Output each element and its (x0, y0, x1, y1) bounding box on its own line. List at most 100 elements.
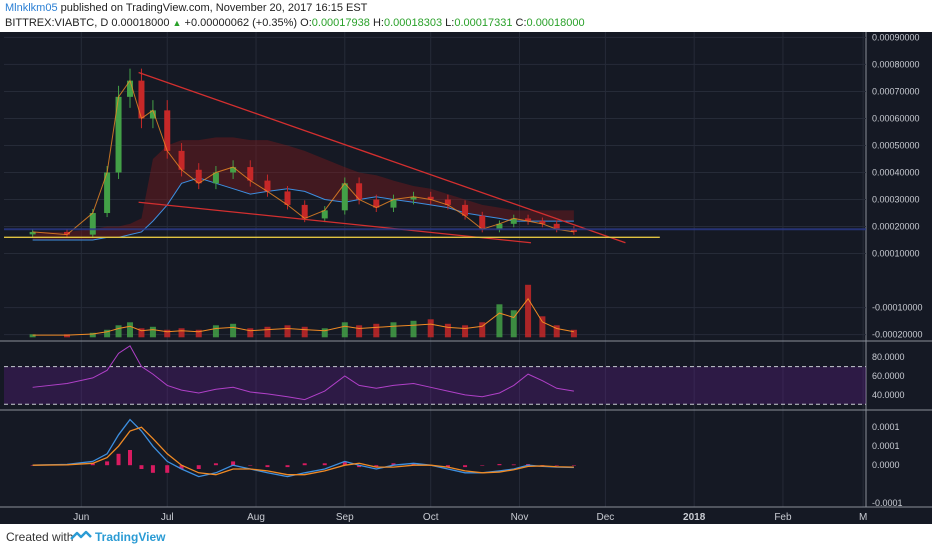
candle-body (553, 223, 560, 230)
macd-hist-bar (231, 461, 236, 466)
volume-bar (553, 325, 560, 338)
volume-bar (212, 325, 219, 338)
author-link[interactable]: Mlnklkm05 (5, 2, 58, 14)
price-axis-tick: 0.00030000 (872, 195, 920, 205)
macd-hist-bar (511, 464, 516, 466)
volume-bar (496, 304, 503, 338)
open-label: O: (300, 17, 312, 29)
candle-body (164, 110, 171, 151)
high-value: 0.00018303 (383, 17, 443, 29)
ichimoku-cloud (32, 137, 574, 241)
published-text: published on TradingView.com, November 2… (60, 2, 368, 14)
macd-axis-tick: -0.0001 (872, 498, 903, 508)
up-arrow-icon: ▲ (172, 18, 182, 28)
candle-body (356, 183, 363, 200)
price-axis-tick: 0.00040000 (872, 167, 920, 177)
candle-body (149, 110, 156, 119)
rsi-axis-tick: 60.0000 (872, 371, 905, 381)
trading-chart[interactable]: 0.00090000 0.00080000 0.00070000 0.00060000… (0, 32, 932, 524)
macd-hist-bar (480, 465, 485, 466)
price-axis-tick: -0.00020000 (872, 330, 923, 340)
volume-bar (410, 320, 417, 338)
macd-hist-bar (179, 465, 184, 469)
macd-hist-bar (248, 465, 253, 466)
candle-body (427, 196, 434, 200)
tradingview-brand[interactable]: TradingView (95, 530, 166, 544)
low-value: 0.00017331 (454, 17, 513, 29)
footer: Created with TradingView (0, 524, 932, 550)
time-axis-label: Oct (423, 512, 439, 523)
tradingview-logo-icon (70, 530, 92, 540)
time-axis-label: Feb (774, 512, 792, 523)
macd-hist-bar (302, 463, 307, 466)
candle-body (195, 169, 202, 184)
price-ma-line (32, 79, 574, 236)
rsi-axis-tick: 80.0000 (872, 352, 905, 362)
volume-bar (89, 332, 96, 338)
macd-hist-bar (105, 461, 110, 466)
candle-body (390, 199, 397, 208)
candle-body (462, 204, 469, 216)
volume-bar (444, 323, 451, 338)
time-axis-label: Dec (596, 512, 614, 523)
kijun-line (32, 177, 574, 241)
candle-body (539, 221, 546, 224)
volume-bar (510, 310, 517, 338)
macd-line (32, 418, 574, 478)
price-axis-tick: 0.00090000 (872, 32, 920, 42)
volume-bar (390, 322, 397, 338)
candle-body (247, 167, 254, 181)
macd-axis-tick: 0.0001 (872, 422, 900, 432)
macd-hist-bar (196, 465, 201, 469)
volume-bar (104, 329, 111, 338)
candle-body (29, 231, 36, 235)
volume-bar (284, 325, 291, 338)
lower-trendline (138, 201, 532, 244)
candle-body (301, 204, 308, 219)
macd-hist-bar (128, 450, 133, 466)
macd-hist-bar (391, 463, 396, 466)
candle-body (525, 218, 532, 222)
volume-bar (164, 329, 171, 338)
volume-bar (178, 328, 185, 338)
candle-body (89, 213, 96, 235)
open-value: 0.00017938 (311, 17, 370, 29)
time-axis-label: 2018 (683, 512, 706, 523)
volume-bar (264, 326, 271, 338)
volume-bar (115, 325, 122, 338)
candle-body (479, 215, 486, 230)
candle-body (264, 180, 271, 192)
macd-hist-bar (90, 463, 95, 466)
volume-bar (149, 326, 156, 338)
price-axis-tick: 0.00020000 (872, 222, 920, 232)
macd-hist-bar (322, 463, 327, 466)
candle-body (570, 229, 577, 232)
candle-body (321, 210, 328, 219)
close-label: C: (515, 17, 527, 29)
macd-hist-bar (285, 465, 290, 468)
symbol-label: BITTREX:VIABTC, D (5, 17, 109, 29)
macd-hist-bar (571, 465, 576, 466)
rsi-axis-tick: 40.0000 (872, 390, 905, 400)
macd-hist-bar (357, 465, 362, 468)
volume-bar (539, 316, 546, 338)
macd-hist-bar (445, 465, 450, 468)
chart-header: Mlnklkm05 published on TradingView.com, … (0, 0, 932, 32)
candle-body (284, 191, 291, 205)
rsi-line (32, 345, 574, 401)
candle-body (510, 218, 517, 224)
price-value: 0.00018000 (111, 17, 170, 29)
candle-body (212, 172, 219, 184)
upper-trendline (138, 71, 626, 244)
time-axis-label: Jul (161, 512, 174, 523)
candle-body (373, 199, 380, 208)
macd-hist-bar (265, 465, 270, 468)
price-axis-tick: 0.00010000 (872, 249, 920, 259)
macd-hist-bar (463, 465, 468, 468)
candle-body (496, 223, 503, 230)
price-axis-tick: 0.00050000 (872, 140, 920, 150)
candle-body (410, 196, 417, 200)
low-label: L: (445, 17, 455, 29)
time-axis-label: Sep (336, 512, 354, 523)
volume-bar (479, 322, 486, 338)
